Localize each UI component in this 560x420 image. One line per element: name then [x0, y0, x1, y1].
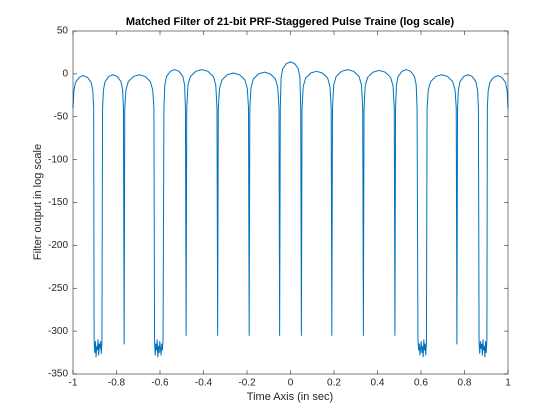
data-line: [72, 61, 509, 358]
y-tick-label: 0: [62, 69, 68, 80]
x-tick-label: 1: [505, 378, 511, 389]
y-tick-label: -350: [48, 369, 68, 380]
x-tick-label: 0.2: [327, 378, 341, 389]
x-tick-label: -0.8: [108, 378, 126, 389]
y-tick-label: -150: [48, 197, 68, 208]
y-tick-label: 50: [57, 26, 69, 37]
y-tick-label: -200: [48, 240, 68, 251]
x-tick-label: -0.4: [195, 378, 213, 389]
chart-title: Matched Filter of 21-bit PRF-Staggered P…: [126, 16, 455, 28]
x-tick-label: 0.4: [371, 378, 385, 389]
y-tick-label: -250: [48, 283, 68, 294]
x-tick-label: -0.2: [238, 378, 256, 389]
y-tick-label: -100: [48, 154, 68, 165]
x-axis-label: Time Axis (in sec): [247, 391, 333, 403]
y-tick-label: -50: [54, 111, 69, 122]
y-tick-label: -300: [48, 326, 68, 337]
x-tick-label: 0.8: [458, 378, 472, 389]
x-tick-label: -1: [69, 378, 78, 389]
x-tick-label: -0.6: [151, 378, 169, 389]
x-tick-label: 0.6: [414, 378, 428, 389]
x-tick-label: 0: [288, 378, 294, 389]
y-axis-label: Filter output in log scale: [32, 144, 44, 260]
